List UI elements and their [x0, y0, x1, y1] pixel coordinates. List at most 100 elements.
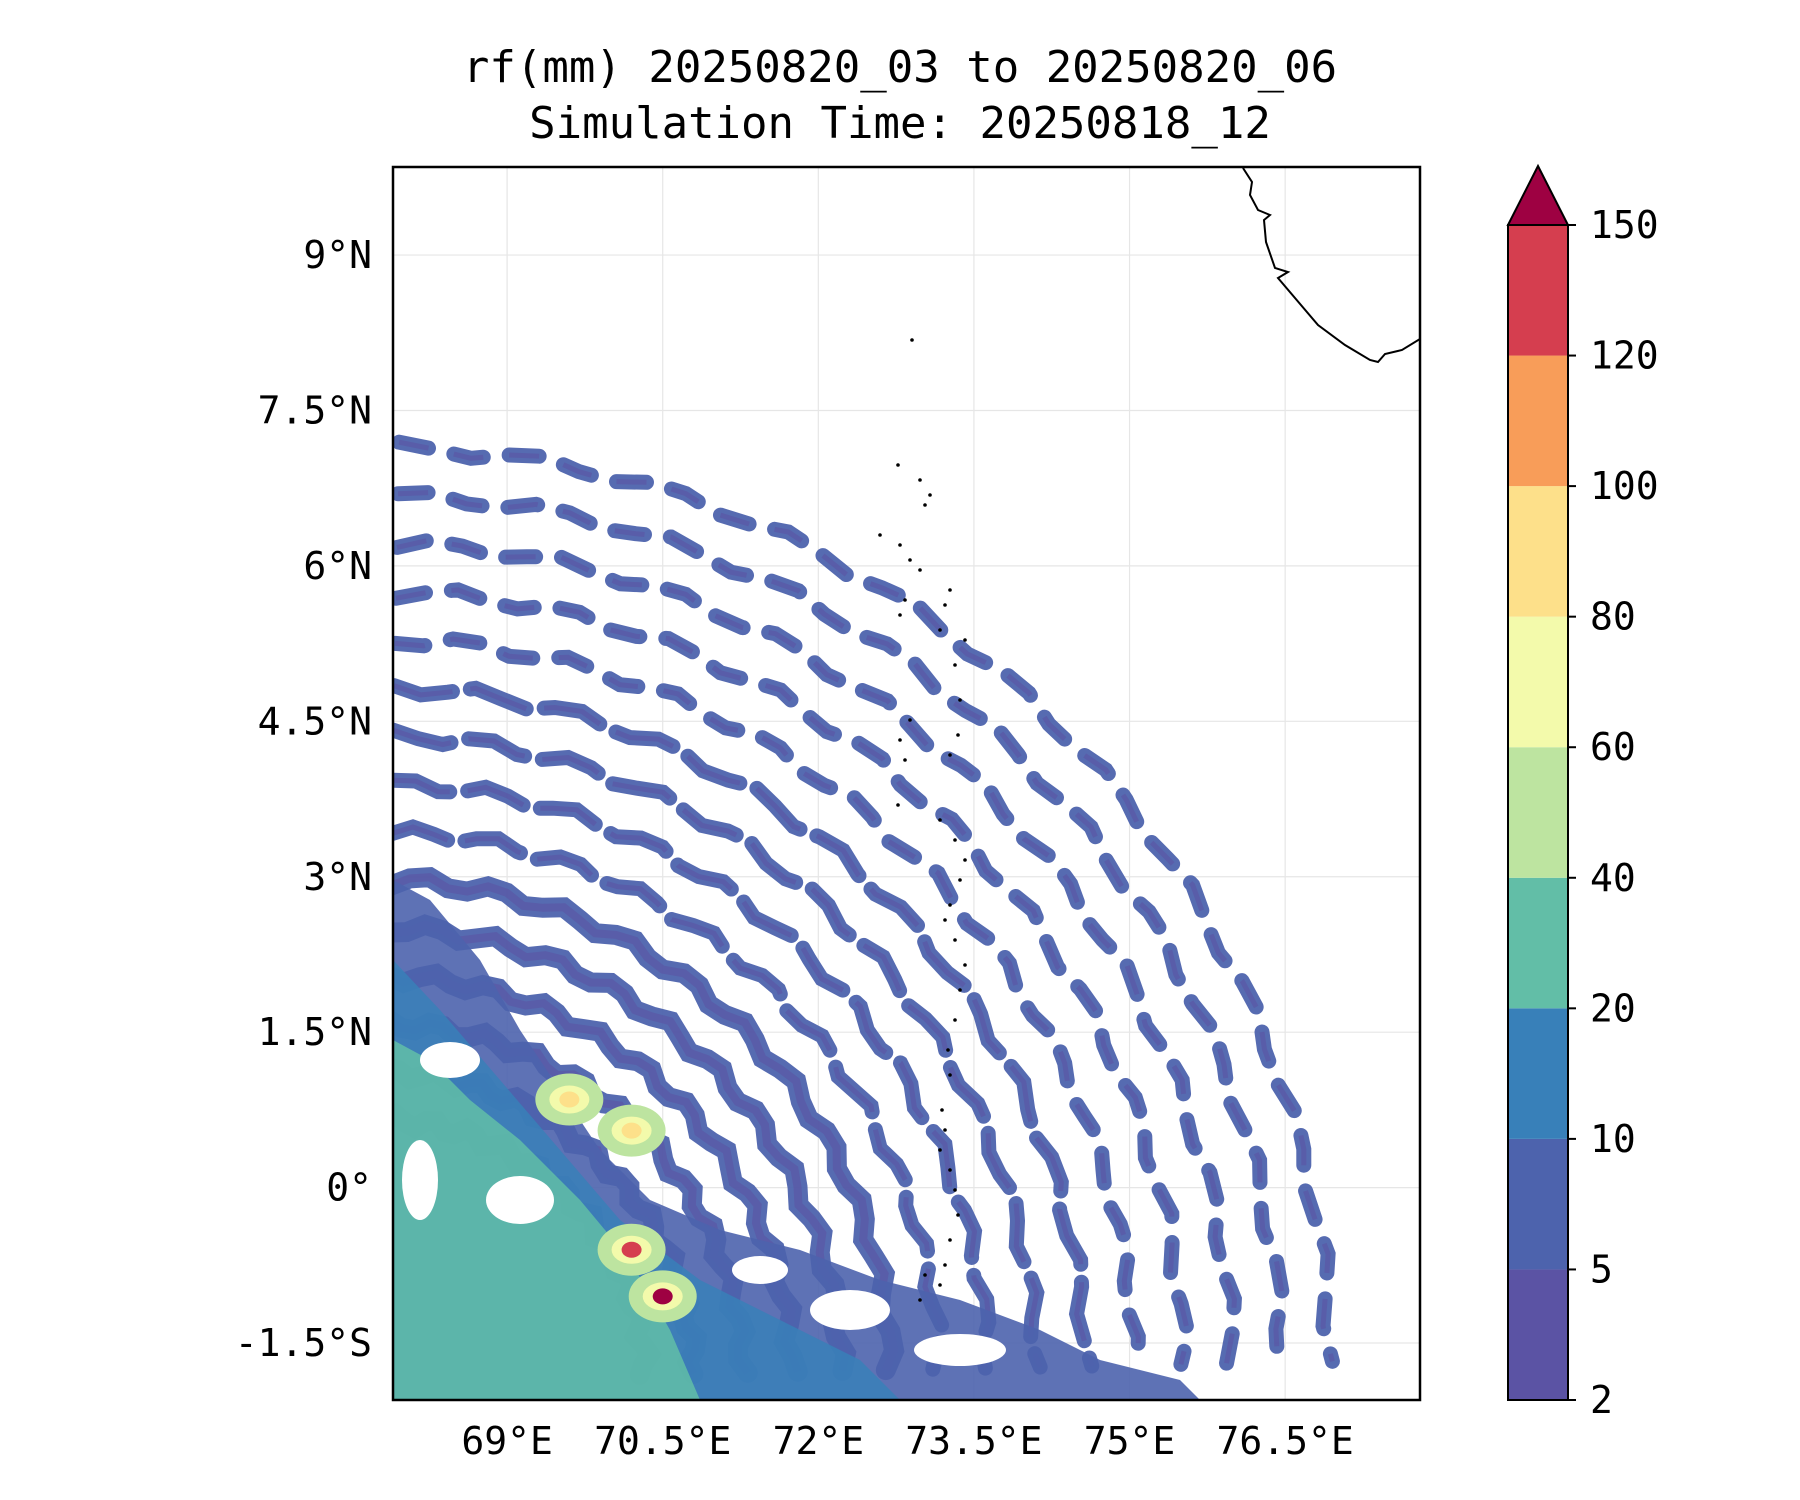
- colorbar-tick-label: 10: [1590, 1117, 1636, 1161]
- colorbar-segment: [1508, 486, 1568, 617]
- island-dot: [943, 1263, 947, 1267]
- island-dot: [948, 1238, 952, 1242]
- rain-mass-heavy: [393, 1040, 700, 1400]
- island-dot: [918, 1298, 922, 1302]
- colorbar-frame: [1507, 224, 1569, 1401]
- colorbar-tick-label: 80: [1590, 595, 1636, 639]
- rain-bands: [393, 434, 1340, 1400]
- island-dot: [958, 988, 962, 992]
- rain-gap: [914, 1334, 1006, 1366]
- colorbar-segment: [1508, 616, 1568, 748]
- island-dot: [923, 503, 927, 507]
- island-dot: [943, 1128, 947, 1132]
- island-dot: [903, 758, 907, 762]
- island-dot: [918, 568, 922, 572]
- rain-core: [559, 1091, 580, 1108]
- rain-band-edge: [398, 439, 1335, 1362]
- island-dot: [898, 613, 902, 617]
- rain-core: [621, 1241, 642, 1258]
- island-dot: [953, 663, 957, 667]
- island-dot: [956, 733, 960, 737]
- island-dot: [948, 1073, 952, 1077]
- colorbar: 2 5 10 20 40 60 80 100 120 150: [1506, 163, 1659, 1422]
- rainfall-field: [393, 434, 1340, 1400]
- island-dot: [953, 838, 957, 842]
- island-dot: [923, 1273, 927, 1277]
- map-subtitle: Simulation Time: 20250818_12: [529, 98, 1271, 149]
- colorbar-segment: [1508, 747, 1568, 878]
- x-tick-label: 76.5°E: [1217, 1419, 1354, 1463]
- rain-gap: [732, 1256, 788, 1284]
- x-axis-ticks: 69°E 70.5°E 72°E 73.5°E 75°E 76.5°E: [461, 1419, 1353, 1463]
- rain-core: [621, 1122, 642, 1139]
- island-dot: [896, 803, 900, 807]
- island-dot: [898, 738, 902, 742]
- island-dot: [908, 718, 912, 722]
- y-tick-label: 1.5°N: [258, 1010, 372, 1054]
- island-dot: [946, 1048, 950, 1052]
- y-tick-label: 7.5°N: [258, 388, 372, 432]
- island-dot: [963, 858, 967, 862]
- map-frame: [391, 165, 1422, 1402]
- y-tick-label: 9°N: [303, 233, 372, 277]
- island-dot: [948, 753, 952, 757]
- coastline: [878, 167, 1420, 1302]
- colorbar-segment: [1508, 355, 1568, 487]
- island-dot: [903, 598, 907, 602]
- rain-band-edge: [393, 727, 1043, 1369]
- y-tick-label: 0°: [326, 1166, 372, 1210]
- maldives-islands: [878, 338, 967, 1302]
- y-axis-ticks: 9°N 7.5°N 6°N 4.5°N 3°N 1.5°N 0° -1.5°S: [235, 233, 372, 1365]
- island-dot: [908, 558, 912, 562]
- rain-band-edge: [398, 489, 1285, 1363]
- island-dot: [910, 338, 914, 342]
- colorbar-tick-label: 5: [1590, 1247, 1613, 1291]
- y-tick-label: -1.5°S: [235, 1321, 372, 1365]
- island-dot: [928, 493, 932, 497]
- island-dot: [918, 478, 922, 482]
- island-dot: [953, 1188, 957, 1192]
- rain-cores: [535, 1073, 697, 1323]
- rain-gap: [486, 1176, 554, 1224]
- island-dot: [938, 818, 942, 822]
- x-tick-label: 69°E: [461, 1419, 553, 1463]
- island-dot: [938, 1148, 942, 1152]
- colorbar-tick-label: 100: [1590, 464, 1659, 508]
- island-dot: [938, 628, 942, 632]
- island-dot: [878, 533, 882, 537]
- colorbar-tick-label: 40: [1590, 856, 1636, 900]
- colorbar-tick-label: 150: [1590, 203, 1659, 247]
- colorbar-segment: [1508, 1138, 1568, 1270]
- colorbar-tick-label: 20: [1590, 986, 1636, 1030]
- rain-band-edge: [395, 587, 1191, 1365]
- rain-band-edge: [393, 824, 946, 1370]
- y-tick-label: 4.5°N: [258, 699, 372, 743]
- rain-band-edge: [393, 777, 992, 1369]
- island-dot: [898, 543, 902, 547]
- island-dot: [896, 463, 900, 467]
- colorbar-tick-label: 60: [1590, 725, 1636, 769]
- x-tick-label: 72°E: [773, 1419, 865, 1463]
- island-dot: [963, 638, 967, 642]
- colorbar-segment: [1508, 877, 1568, 1009]
- island-dot: [953, 938, 957, 942]
- rain-gap: [402, 1140, 438, 1220]
- colorbar-segment: [1508, 1269, 1568, 1400]
- island-dot: [953, 1018, 957, 1022]
- y-tick-label: 3°N: [303, 855, 372, 899]
- rain-gap: [420, 1042, 480, 1078]
- island-dot: [948, 903, 952, 907]
- rain-core: [652, 1288, 673, 1305]
- island-dot: [958, 698, 962, 702]
- colorbar-tick-label: 120: [1590, 334, 1659, 378]
- x-tick-label: 73.5°E: [905, 1419, 1042, 1463]
- rain-band-arc: [393, 532, 1242, 1371]
- island-dot: [963, 963, 967, 967]
- island-dot: [943, 603, 947, 607]
- colorbar-segment: [1508, 225, 1568, 356]
- island-dot: [943, 918, 947, 922]
- island-dot: [956, 1213, 960, 1217]
- rain-band-edge: [393, 873, 899, 1372]
- map-title: rf(mm) 20250820_03 to 20250820_06: [462, 42, 1338, 93]
